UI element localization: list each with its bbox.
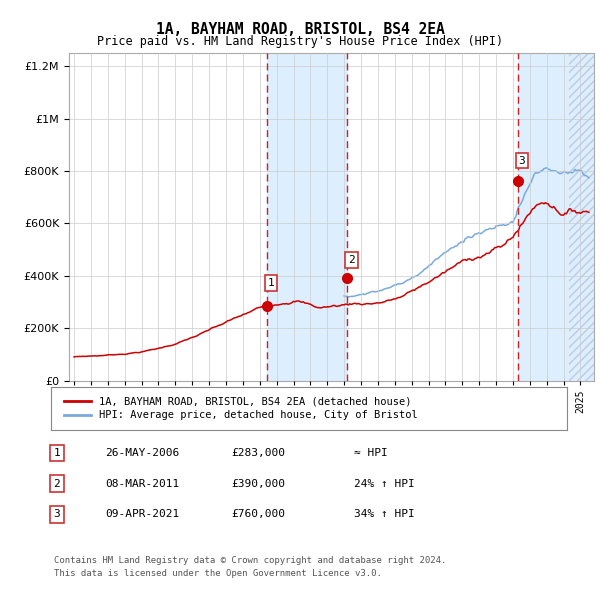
Text: 1: 1 [53,448,61,458]
Bar [569,53,600,381]
Text: 2: 2 [348,255,355,265]
Text: 34% ↑ HPI: 34% ↑ HPI [354,510,415,519]
Bar [518,53,594,381]
Text: 3: 3 [53,510,61,519]
Text: 24% ↑ HPI: 24% ↑ HPI [354,479,415,489]
Text: £283,000: £283,000 [231,448,285,458]
Text: 09-APR-2021: 09-APR-2021 [105,510,179,519]
Text: 3: 3 [518,156,525,166]
Bar [266,53,347,381]
Text: £390,000: £390,000 [231,479,285,489]
Text: This data is licensed under the Open Government Licence v3.0.: This data is licensed under the Open Gov… [54,569,382,578]
Text: 26-MAY-2006: 26-MAY-2006 [105,448,179,458]
Text: £760,000: £760,000 [231,510,285,519]
Text: Contains HM Land Registry data © Crown copyright and database right 2024.: Contains HM Land Registry data © Crown c… [54,556,446,565]
Text: 2: 2 [53,479,61,489]
Text: 08-MAR-2011: 08-MAR-2011 [105,479,179,489]
Text: 1A, BAYHAM ROAD, BRISTOL, BS4 2EA: 1A, BAYHAM ROAD, BRISTOL, BS4 2EA [155,22,445,37]
Text: 1: 1 [268,278,274,288]
Text: Price paid vs. HM Land Registry's House Price Index (HPI): Price paid vs. HM Land Registry's House … [97,35,503,48]
Text: ≈ HPI: ≈ HPI [354,448,388,458]
Legend: 1A, BAYHAM ROAD, BRISTOL, BS4 2EA (detached house), HPI: Average price, detached: 1A, BAYHAM ROAD, BRISTOL, BS4 2EA (detac… [61,393,421,424]
